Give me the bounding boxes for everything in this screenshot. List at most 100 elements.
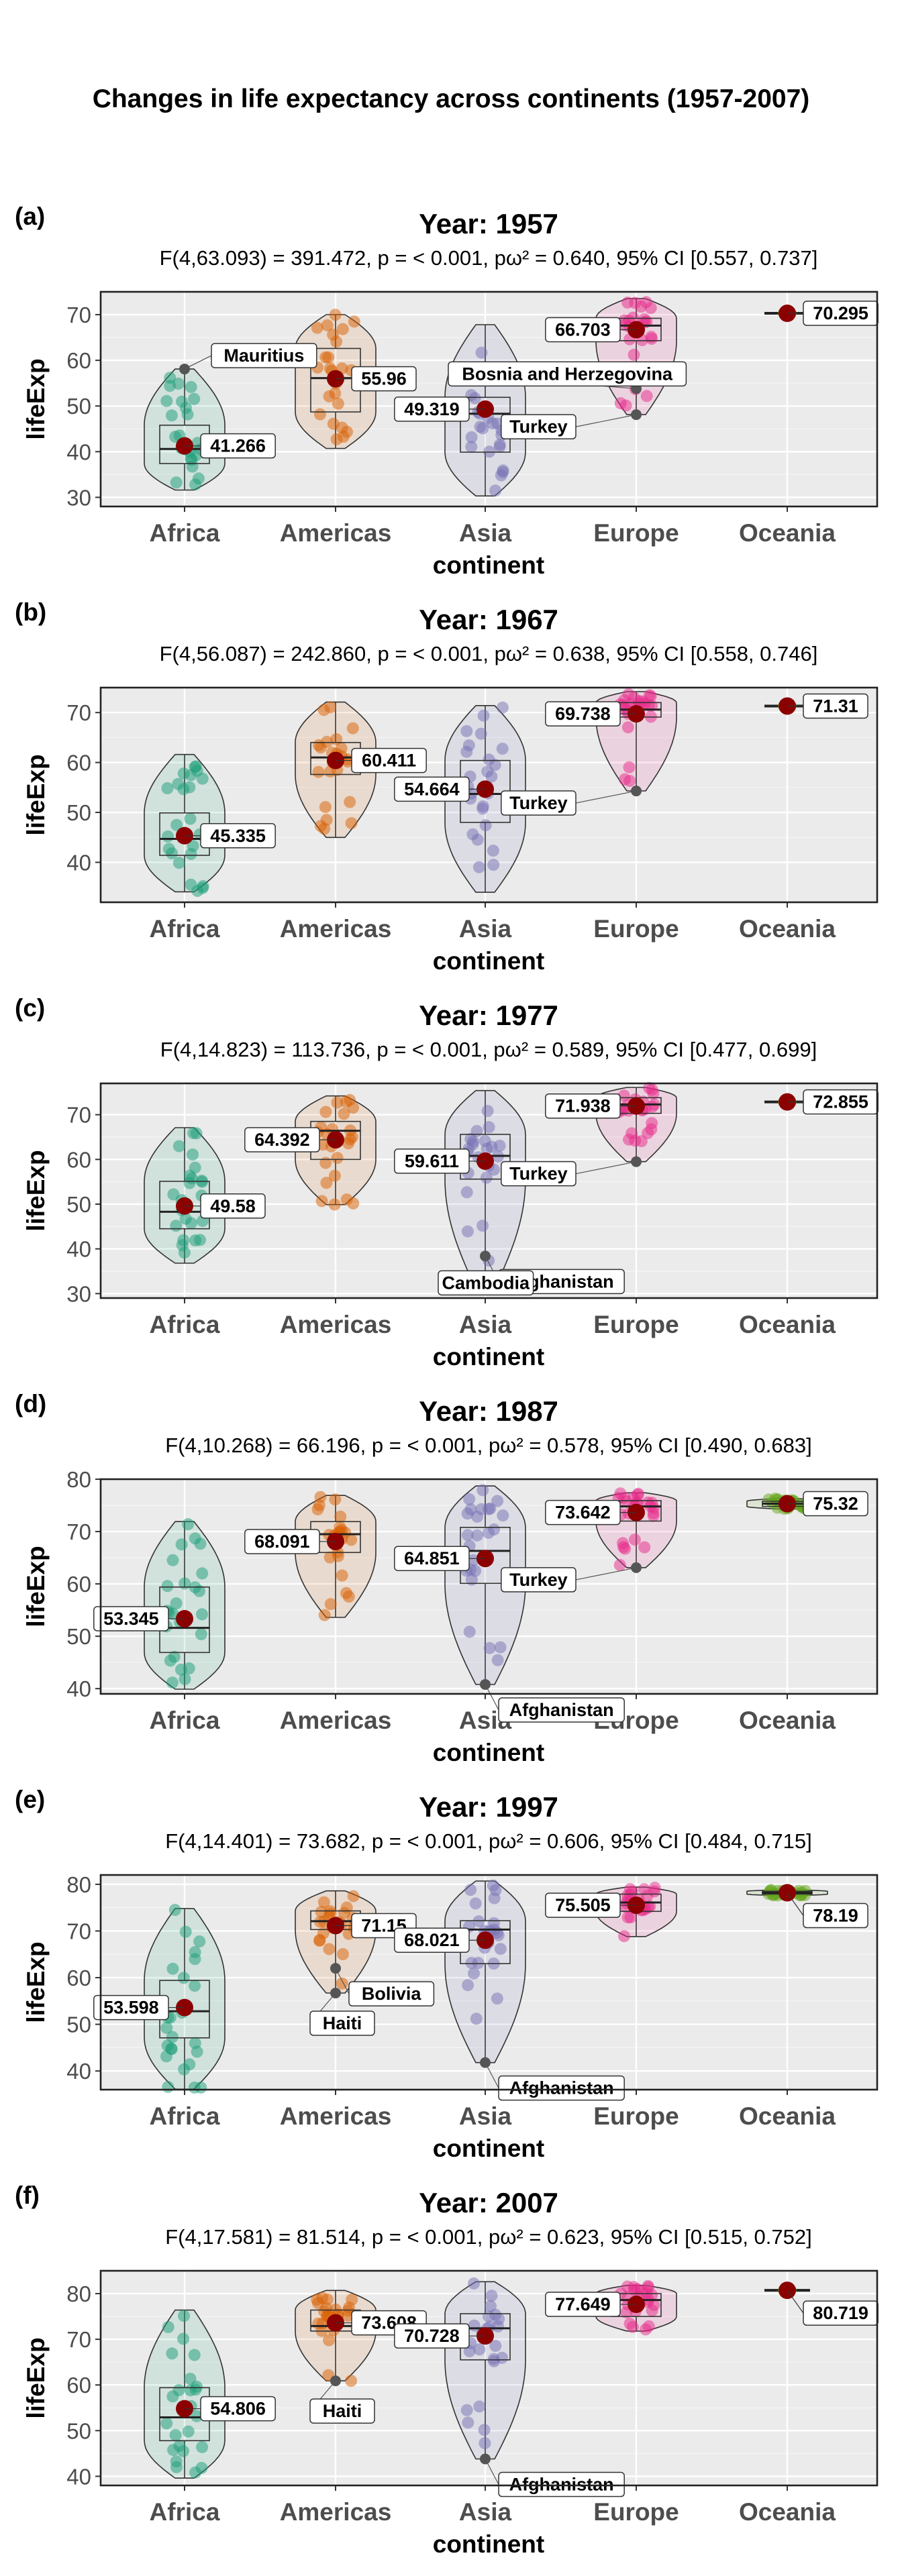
outlier-leader — [485, 1684, 499, 1711]
x-tick-label: Africa — [150, 1707, 220, 1734]
y-tick-label: 40 — [66, 2464, 91, 2489]
data-point — [317, 1896, 330, 1909]
data-point — [473, 2343, 486, 2356]
outlier-label-box — [501, 1567, 577, 1593]
data-point — [463, 1625, 476, 1638]
outlier-label-group: Afghanistan — [498, 1697, 625, 1723]
panel-subtitle: F(4,63.093) = 391.472, p = < 0.001, pω² … — [160, 246, 818, 270]
data-point — [170, 818, 183, 831]
data-point — [618, 1930, 630, 1943]
y-tick-label: 60 — [66, 1966, 91, 1990]
mean-label-group: 80.719 — [803, 2300, 879, 2326]
data-point — [183, 1169, 196, 1182]
x-axis-title: continent — [433, 947, 544, 975]
y-tick-label: 50 — [66, 2012, 91, 2037]
outlier-label: Turkey — [509, 417, 568, 437]
x-tick-label: Oceania — [739, 1707, 836, 1734]
group-asia: 70.728 — [394, 2277, 526, 2460]
data-point — [463, 1493, 476, 1505]
mean-label: 54.806 — [210, 2399, 266, 2419]
data-point — [194, 1234, 206, 1246]
group-europe: 73.642 — [545, 1487, 677, 1571]
data-point — [643, 1081, 656, 1094]
group-americas: 68.091 — [244, 1491, 377, 1621]
outlier-label-box — [498, 2075, 625, 2101]
data-point — [621, 2280, 634, 2293]
x-axis-title: continent — [433, 1739, 544, 1766]
group-africa: 41.266 — [144, 368, 276, 491]
mean-label: 70.728 — [404, 2326, 460, 2346]
data-point — [479, 2437, 491, 2449]
data-point — [327, 417, 340, 430]
mean-label-box — [93, 1994, 169, 2021]
outlier-leader — [485, 2459, 499, 2485]
data-point — [338, 1108, 350, 1120]
y-tick-label: 60 — [66, 2373, 91, 2398]
mean-label-group: 59.611 — [394, 1148, 470, 1174]
data-point — [182, 1518, 195, 1531]
mean-label: 71.31 — [813, 696, 858, 716]
group-asia: 59.611 — [394, 1089, 526, 1293]
data-point — [166, 2347, 179, 2360]
mean-label: 77.649 — [555, 2294, 611, 2314]
y-tick-label: 40 — [66, 850, 91, 875]
panel-f: (f) Year: 2007 F(4,17.581) = 81.514, p = <… — [15, 2182, 879, 2558]
plot-border — [99, 686, 879, 904]
data-point — [165, 409, 178, 422]
mean-label: 45.335 — [210, 826, 266, 846]
y-tick-label: 70 — [66, 1919, 91, 1943]
mean-label-group: 68.091 — [244, 1529, 320, 1554]
data-point — [189, 1953, 201, 1966]
outlier-label-box — [448, 361, 687, 387]
data-point — [485, 770, 498, 783]
data-point — [179, 1673, 191, 1685]
data-point — [464, 1503, 477, 1515]
data-point — [195, 2461, 208, 2474]
data-point — [489, 484, 502, 497]
data-point — [334, 1521, 346, 1534]
mean-label: 66.703 — [555, 319, 611, 339]
data-point — [177, 2445, 189, 2457]
x-tick-label: Europe — [593, 1311, 679, 1338]
mean-label-box — [803, 1902, 868, 1929]
data-point — [336, 1569, 348, 1582]
mean-label-group: 70.728 — [394, 2323, 470, 2349]
data-point — [161, 2039, 174, 2052]
x-tick-label: Oceania — [739, 2498, 836, 2526]
panel-e: (e) Year: 1997 F(4,14.401) = 73.682, p = <… — [15, 1786, 879, 2162]
mean-label-group: 77.649 — [545, 2292, 621, 2317]
data-point — [496, 743, 509, 755]
data-point — [195, 1175, 208, 1187]
panel-tag: (f) — [15, 2182, 40, 2209]
mean-label: 73.642 — [555, 1503, 611, 1523]
data-point — [621, 1911, 634, 1924]
data-point — [162, 2320, 174, 2333]
mean-label-box — [545, 1892, 621, 1918]
x-axis-title: continent — [433, 551, 544, 579]
group-asia: 54.664 — [394, 701, 526, 893]
data-point — [460, 745, 473, 758]
group-africa: 53.345 — [93, 1518, 225, 1690]
data-point — [188, 2081, 201, 2094]
x-tick-label: Africa — [150, 519, 220, 547]
mean-label: 64.851 — [404, 1548, 460, 1568]
data-point — [461, 1225, 474, 1238]
mean-label-group: 75.505 — [545, 1892, 621, 1918]
plot-area — [101, 292, 877, 506]
y-tick-label: 60 — [66, 1572, 91, 1597]
data-point — [648, 1885, 661, 1898]
data-point — [477, 422, 489, 435]
outlier-label-box — [348, 1981, 435, 2006]
panel-tag: (d) — [15, 1390, 46, 1417]
outlier-leader — [575, 1161, 637, 1175]
data-point — [472, 1957, 485, 1970]
data-point — [160, 2417, 173, 2430]
y-axis-title: lifeExp — [22, 1150, 50, 1231]
data-point — [166, 2390, 179, 2403]
data-point — [322, 351, 335, 364]
y-tick-label: 30 — [66, 485, 91, 510]
y-tick-label: 80 — [66, 1467, 91, 1492]
mean-label-group: 53.598 — [93, 1994, 169, 2021]
data-point — [170, 1220, 183, 1232]
data-point — [178, 2310, 191, 2322]
